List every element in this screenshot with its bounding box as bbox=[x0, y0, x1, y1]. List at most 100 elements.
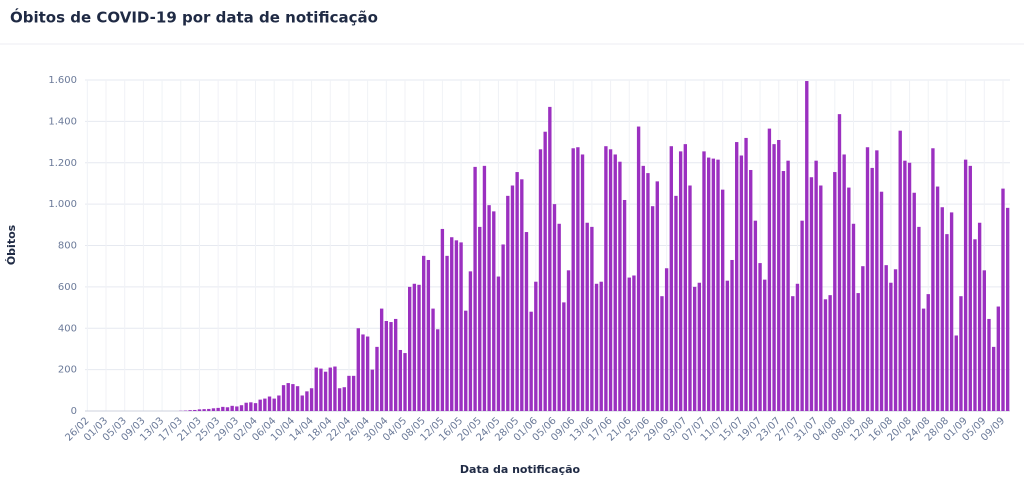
bar bbox=[538, 149, 543, 411]
bar bbox=[791, 296, 795, 411]
y-tick-label: 200 bbox=[58, 365, 77, 376]
bar bbox=[487, 205, 491, 411]
bar bbox=[468, 271, 473, 411]
bar bbox=[314, 367, 318, 411]
bar bbox=[594, 283, 599, 411]
bar bbox=[851, 223, 856, 411]
bar bbox=[585, 222, 589, 411]
bar bbox=[524, 232, 529, 411]
bar bbox=[711, 158, 716, 411]
bar bbox=[375, 346, 379, 411]
bar bbox=[422, 255, 426, 411]
bar bbox=[903, 160, 907, 411]
bar bbox=[973, 239, 977, 411]
bar bbox=[244, 402, 248, 411]
bar bbox=[763, 279, 767, 411]
bar bbox=[931, 148, 935, 412]
bar bbox=[534, 281, 538, 411]
bar bbox=[991, 346, 996, 411]
bar bbox=[506, 195, 510, 411]
bar bbox=[847, 187, 851, 411]
bar bbox=[632, 275, 636, 411]
bar bbox=[664, 268, 669, 411]
bar bbox=[515, 172, 519, 411]
bar bbox=[281, 385, 286, 411]
bar bbox=[473, 166, 477, 411]
bar bbox=[935, 186, 940, 411]
bar bbox=[197, 409, 202, 411]
bar bbox=[450, 237, 454, 411]
bar bbox=[767, 128, 772, 411]
bar bbox=[777, 139, 781, 411]
bar bbox=[833, 172, 837, 411]
bar bbox=[954, 335, 958, 411]
bar bbox=[459, 242, 463, 411]
bar bbox=[211, 408, 216, 411]
bar bbox=[599, 281, 603, 411]
bar bbox=[702, 151, 706, 411]
bar bbox=[917, 226, 921, 411]
bar bbox=[669, 146, 673, 411]
bar bbox=[253, 403, 258, 411]
bar bbox=[249, 402, 253, 411]
bar bbox=[800, 220, 804, 411]
bar bbox=[823, 299, 828, 411]
y-tick-label: 600 bbox=[58, 282, 77, 293]
bar bbox=[725, 280, 730, 411]
bar bbox=[814, 160, 818, 411]
bar bbox=[678, 151, 683, 411]
y-tick-label: 1.200 bbox=[48, 158, 77, 169]
y-tick-label: 800 bbox=[58, 241, 77, 252]
bar bbox=[940, 207, 944, 411]
bar bbox=[300, 395, 304, 411]
bar bbox=[548, 106, 552, 412]
bar bbox=[758, 263, 762, 411]
bar bbox=[618, 161, 622, 411]
y-tick-label: 1.600 bbox=[48, 75, 77, 86]
bar bbox=[202, 409, 206, 411]
bar bbox=[576, 147, 580, 411]
bar bbox=[627, 277, 631, 411]
bar bbox=[216, 407, 220, 411]
bar bbox=[884, 265, 888, 411]
bar bbox=[608, 149, 613, 411]
bar bbox=[398, 349, 403, 411]
bar bbox=[239, 405, 244, 411]
bar bbox=[510, 185, 515, 411]
bar bbox=[295, 386, 300, 411]
bar bbox=[347, 375, 351, 411]
bar bbox=[856, 293, 860, 411]
bar bbox=[683, 144, 687, 411]
bar bbox=[781, 171, 786, 411]
bar bbox=[431, 308, 435, 411]
bar bbox=[926, 294, 930, 411]
bar bbox=[267, 396, 272, 411]
bar bbox=[809, 177, 814, 411]
bar bbox=[454, 240, 459, 411]
bar bbox=[221, 406, 225, 411]
bar bbox=[977, 222, 982, 411]
bar bbox=[557, 223, 561, 411]
bar bbox=[1005, 207, 1010, 411]
bar bbox=[225, 407, 230, 411]
bar bbox=[753, 220, 758, 411]
bar bbox=[426, 259, 431, 411]
chart-title: Óbitos de COVID-19 por data de notificaç… bbox=[10, 8, 378, 27]
bar bbox=[571, 148, 575, 412]
y-tick-label: 400 bbox=[58, 323, 77, 334]
bar bbox=[655, 181, 659, 411]
y-tick-label: 0 bbox=[71, 406, 77, 417]
bar bbox=[692, 286, 697, 411]
bar bbox=[945, 234, 949, 411]
bar bbox=[333, 366, 337, 411]
bar bbox=[193, 409, 197, 411]
bar bbox=[697, 282, 702, 411]
bar bbox=[342, 387, 346, 411]
bar bbox=[272, 398, 276, 411]
bar bbox=[875, 150, 879, 411]
bar bbox=[258, 399, 262, 411]
bar bbox=[291, 384, 295, 411]
bar bbox=[898, 130, 902, 411]
bar bbox=[356, 328, 360, 411]
bar bbox=[440, 228, 445, 411]
